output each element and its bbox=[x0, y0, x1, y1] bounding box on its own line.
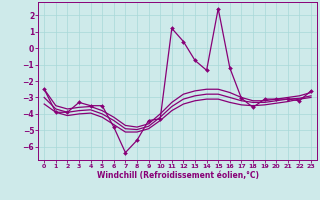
X-axis label: Windchill (Refroidissement éolien,°C): Windchill (Refroidissement éolien,°C) bbox=[97, 171, 259, 180]
